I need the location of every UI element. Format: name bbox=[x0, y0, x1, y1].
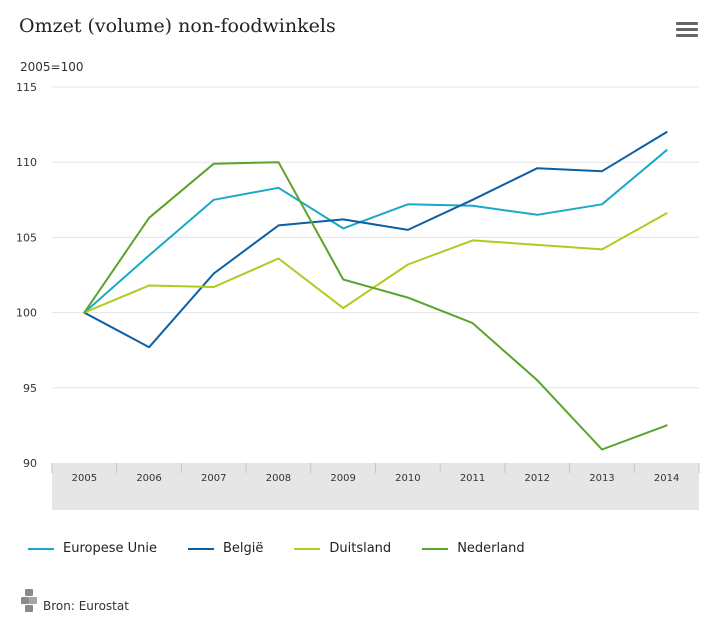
legend-item-belgie[interactable]: België bbox=[187, 541, 264, 556]
x-tick-label: 2008 bbox=[266, 473, 291, 484]
series-line-belgie bbox=[83, 131, 668, 349]
x-tick-label: 2014 bbox=[654, 473, 679, 484]
legend-item-nederland[interactable]: Nederland bbox=[422, 541, 525, 556]
cbs-logo-icon bbox=[21, 589, 37, 612]
y-tick-label: 110 bbox=[16, 156, 37, 169]
series-line-nederland bbox=[83, 161, 668, 451]
x-tick-label: 2006 bbox=[136, 473, 161, 484]
x-tick-label: 2011 bbox=[460, 473, 485, 484]
source-label: Bron: Eurostat bbox=[43, 599, 129, 613]
legend-label: Europese Unie bbox=[63, 541, 157, 556]
legend-swatch bbox=[422, 547, 449, 550]
x-tick-label: 2009 bbox=[330, 473, 355, 484]
legend-swatch bbox=[28, 547, 54, 550]
series-line-europese-unie bbox=[83, 149, 668, 314]
legend-swatch bbox=[187, 547, 214, 550]
y-tick-label: 105 bbox=[16, 231, 37, 244]
chart-title: Omzet (volume) non-foodwinkels bbox=[19, 15, 336, 37]
y-tick-label: 115 bbox=[16, 81, 37, 94]
series-line-duitsland bbox=[83, 212, 668, 314]
x-tick-label: 2010 bbox=[395, 473, 420, 484]
hamburger-menu-icon[interactable] bbox=[676, 22, 698, 40]
chart-legend: Europese Unie België Duitsland Nederland bbox=[28, 541, 556, 556]
y-axis-unit-label: 2005=100 bbox=[20, 60, 84, 74]
legend-item-europese-unie[interactable]: Europese Unie bbox=[28, 541, 157, 556]
y-tick-label: 90 bbox=[23, 457, 37, 470]
y-tick-label: 100 bbox=[16, 307, 37, 320]
legend-item-duitsland[interactable]: Duitsland bbox=[294, 541, 391, 556]
legend-label: Nederland bbox=[457, 541, 525, 556]
x-tick-label: 2007 bbox=[201, 473, 226, 484]
x-tick-label: 2005 bbox=[72, 473, 97, 484]
y-tick-label: 95 bbox=[23, 382, 37, 395]
x-tick-label: 2013 bbox=[589, 473, 614, 484]
legend-label: België bbox=[222, 541, 264, 556]
legend-swatch bbox=[294, 547, 321, 550]
legend-label: Duitsland bbox=[329, 541, 392, 556]
source-note: Bron: Eurostat bbox=[20, 588, 129, 614]
x-tick-label: 2012 bbox=[525, 473, 550, 484]
